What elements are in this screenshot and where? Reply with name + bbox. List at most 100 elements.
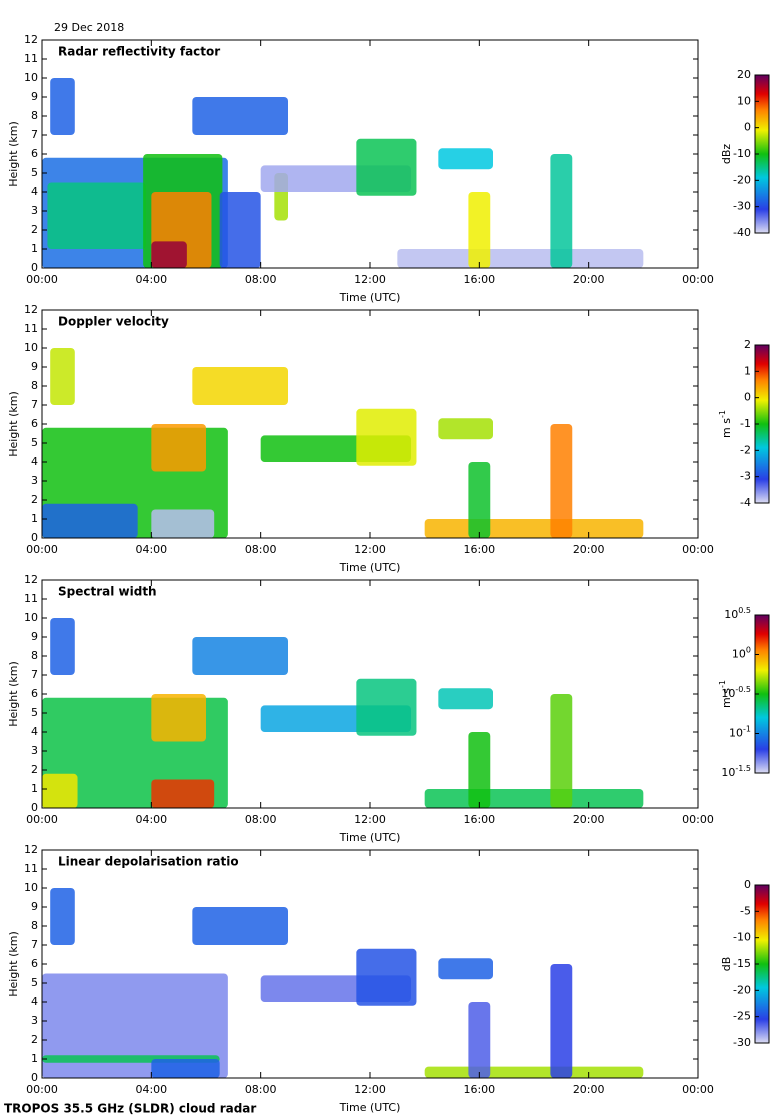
colorbar-tick-label: -30: [733, 1036, 751, 1049]
y-tick-label: 10: [24, 71, 38, 84]
y-tick-label: 12: [24, 33, 38, 46]
y-tick-label: 4: [31, 455, 38, 468]
y-tick-label: 9: [31, 360, 38, 373]
y-tick-label: 8: [31, 919, 38, 932]
panel-title: Doppler velocity: [58, 315, 169, 329]
colorbar-tick-label: -5: [740, 904, 751, 917]
y-tick-label: 8: [31, 379, 38, 392]
echo-region: [192, 97, 288, 135]
echo-region: [151, 424, 206, 472]
x-axis-label: Time (UTC): [339, 831, 401, 844]
y-axis-label: Height (km): [7, 121, 20, 187]
x-tick-label: 08:00: [245, 1083, 277, 1096]
tick-base: 10: [724, 608, 738, 621]
x-tick-label: 16:00: [463, 813, 495, 826]
colorbar-tick-label: -15: [733, 957, 751, 970]
y-tick-label: 8: [31, 109, 38, 122]
x-tick-label: 16:00: [463, 273, 495, 286]
colorbar-unit-exponent: -1: [718, 410, 727, 418]
y-tick-label: 2: [31, 223, 38, 236]
panel-title: Radar reflectivity factor: [58, 45, 220, 59]
x-tick-label: 00:00: [682, 273, 714, 286]
y-tick-label: 2: [31, 493, 38, 506]
y-tick-label: 1: [31, 1052, 38, 1065]
y-tick-label: 11: [24, 322, 38, 335]
y-tick-label: 6: [31, 417, 38, 430]
x-tick-label: 16:00: [463, 543, 495, 556]
y-tick-label: 11: [24, 592, 38, 605]
y-tick-label: 4: [31, 725, 38, 738]
colorbar-tick-label: -2: [740, 443, 751, 456]
y-tick-label: 4: [31, 185, 38, 198]
y-tick-label: 9: [31, 630, 38, 643]
echo-region: [424, 1066, 644, 1078]
colorbar-tick-label: -10: [733, 147, 751, 160]
y-tick-label: 10: [24, 341, 38, 354]
echo-region: [550, 424, 573, 538]
panel-title: Linear depolarisation ratio: [58, 855, 239, 869]
x-tick-label: 00:00: [26, 543, 58, 556]
y-tick-label: 7: [31, 128, 38, 141]
colorbar-unit: dBz: [720, 144, 733, 165]
echo-region: [192, 367, 288, 405]
colorbar-label: m s-1: [718, 680, 734, 708]
colorbar-label: dBz: [720, 144, 733, 165]
echoes: [42, 618, 644, 808]
x-tick-label: 08:00: [245, 813, 277, 826]
colorbar-tick-label: -40: [733, 226, 751, 239]
y-tick-label: 10: [24, 611, 38, 624]
echo-region: [424, 789, 644, 808]
y-tick-label: 9: [31, 90, 38, 103]
echo-region: [192, 907, 288, 945]
echo-region: [438, 418, 493, 440]
echo-region: [151, 779, 215, 808]
echo-region: [42, 973, 228, 1078]
colorbar-tick-label: -20: [733, 173, 751, 186]
colorbar-tick-label: 10-0.5: [721, 685, 751, 701]
echo-region: [42, 503, 138, 538]
y-axis-label: Height (km): [7, 391, 20, 457]
x-tick-label: 04:00: [135, 543, 167, 556]
echo-region: [47, 182, 146, 249]
x-axis-label: Time (UTC): [339, 561, 401, 574]
y-tick-label: 3: [31, 1014, 38, 1027]
echo-region: [356, 948, 417, 1006]
y-tick-label: 0: [31, 261, 38, 274]
echo-region: [151, 241, 187, 268]
colorbar-tick-label: -1: [740, 417, 751, 430]
x-axis-label: Time (UTC): [339, 1101, 401, 1114]
x-tick-label: 00:00: [682, 543, 714, 556]
echo-region: [50, 348, 75, 405]
colorbar-tick-label: 20: [737, 68, 751, 81]
x-tick-label: 12:00: [354, 543, 386, 556]
y-tick-label: 7: [31, 398, 38, 411]
y-tick-label: 0: [31, 1071, 38, 1084]
y-tick-label: 12: [24, 303, 38, 316]
y-tick-label: 1: [31, 242, 38, 255]
echo-region: [397, 249, 644, 268]
echo-region: [151, 509, 215, 538]
y-tick-label: 3: [31, 744, 38, 757]
echo-region: [438, 688, 493, 710]
tick-base: 10: [729, 727, 743, 740]
echo-region: [550, 154, 573, 268]
x-tick-label: 00:00: [26, 1083, 58, 1096]
y-tick-label: 5: [31, 706, 38, 719]
colorbar-tick-label: 10-1.5: [721, 764, 751, 780]
x-tick-label: 20:00: [573, 813, 605, 826]
panel-title: Spectral width: [58, 585, 157, 599]
x-axis-label: Time (UTC): [339, 291, 401, 304]
colorbar-unit: m s: [720, 418, 733, 438]
colorbar-label: dB: [720, 957, 733, 972]
x-tick-label: 00:00: [682, 1083, 714, 1096]
colorbar-tick-label: -30: [733, 200, 751, 213]
x-tick-label: 04:00: [135, 1083, 167, 1096]
colorbar-tick-label: -10: [733, 931, 751, 944]
colorbar-tick-label: 0: [744, 391, 751, 404]
echo-region: [438, 958, 493, 980]
echoes: [42, 888, 644, 1078]
colorbar-tick-label: 1: [744, 364, 751, 377]
x-tick-label: 12:00: [354, 1083, 386, 1096]
